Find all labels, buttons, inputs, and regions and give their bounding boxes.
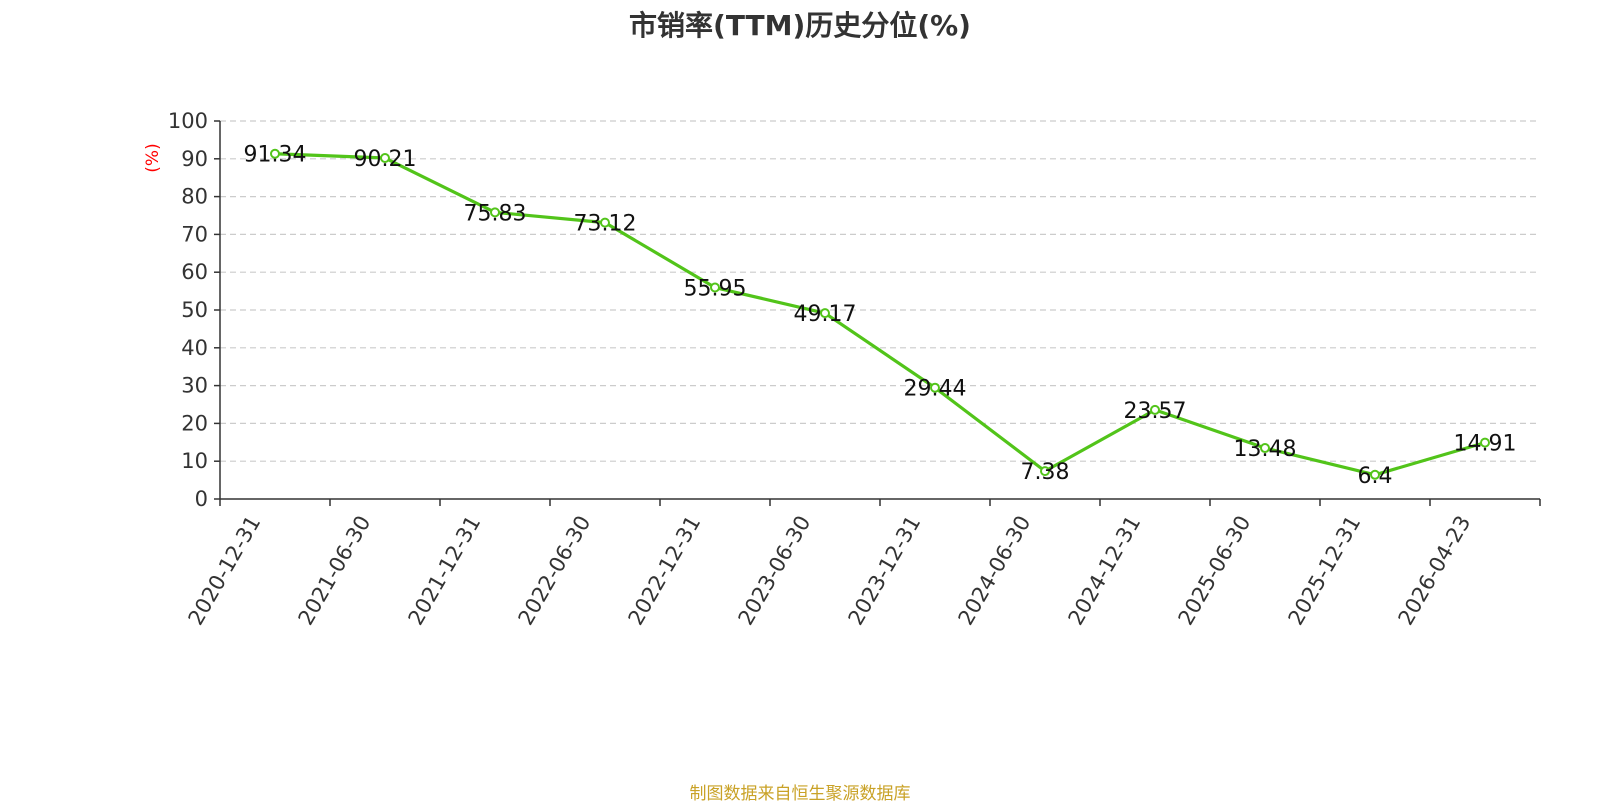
x-tick-label: 2026-04-23	[1394, 512, 1476, 630]
data-point	[1260, 443, 1270, 454]
source-note: 制图数据来自恒生聚源数据库	[689, 784, 911, 804]
data-point	[1370, 469, 1380, 480]
y-tick-label: 70	[181, 222, 208, 246]
data-point	[1480, 437, 1490, 448]
y-tick-label: 20	[181, 411, 208, 435]
data-point	[1150, 404, 1160, 415]
x-tick-label: 2024-12-31	[1064, 512, 1146, 630]
data-label: 6.4	[1358, 464, 1393, 489]
x-tick-label: 2021-06-30	[294, 512, 376, 630]
x-tick-label: 2024-06-30	[954, 512, 1036, 630]
x-tick-label: 2021-12-31	[404, 512, 486, 630]
data-point	[1040, 466, 1050, 477]
series-line	[274, 152, 1486, 477]
data-label: 55.95	[684, 277, 747, 302]
data-point	[710, 282, 720, 293]
data-point	[380, 153, 390, 164]
y-tick-label: 40	[181, 336, 208, 360]
x-tick-label: 2022-06-30	[514, 512, 596, 630]
y-tick-label: 0	[195, 487, 208, 511]
data-label: 75.83	[464, 201, 527, 226]
x-tick-label: 2022-12-31	[624, 512, 706, 630]
chart-title: 市销率(TTM)历史分位(%)	[629, 9, 971, 42]
y-tick-label: 50	[181, 298, 208, 322]
y-tick-label: 90	[181, 147, 208, 171]
x-tick-label: 2025-12-31	[1284, 512, 1366, 630]
data-label: 23.57	[1124, 399, 1187, 424]
data-point	[600, 217, 610, 228]
data-label: 73.12	[574, 212, 637, 237]
data-label: 90.21	[354, 147, 417, 172]
data-point	[930, 382, 940, 393]
y-tick-label: 10	[181, 449, 208, 473]
data-label: 49.17	[794, 302, 857, 327]
data-label: 29.44	[904, 377, 967, 402]
data-label: 91.34	[244, 143, 307, 168]
x-tick-label: 2020-12-31	[184, 512, 266, 630]
data-point	[490, 207, 500, 218]
y-tick-label: 80	[181, 185, 208, 209]
x-tick-label: 2023-12-31	[844, 512, 926, 630]
y-tick-label: 30	[181, 374, 208, 398]
data-label: 14.91	[1454, 432, 1517, 457]
x-tick-label: 2023-06-30	[734, 512, 816, 630]
y-tick-label: 60	[181, 260, 208, 284]
data-label: 7.38	[1021, 460, 1070, 485]
y-axis-label: (%)	[143, 143, 163, 172]
y-tick-label: 100	[168, 109, 208, 133]
data-point	[820, 308, 830, 319]
data-point	[270, 148, 280, 159]
x-tick-label: 2025-06-30	[1174, 512, 1256, 630]
data-label: 13.48	[1234, 437, 1297, 462]
